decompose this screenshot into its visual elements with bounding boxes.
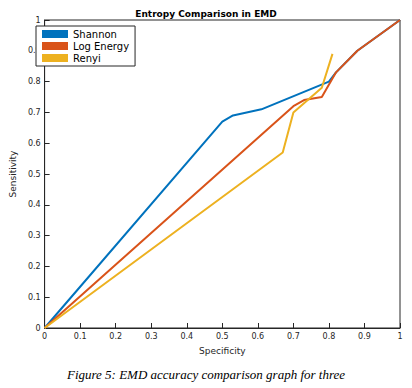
svg-text:0.5: 0.5 xyxy=(216,332,229,341)
svg-text:0.2: 0.2 xyxy=(109,332,122,341)
svg-text:0.4: 0.4 xyxy=(28,200,41,209)
svg-text:1: 1 xyxy=(36,16,41,25)
svg-text:0: 0 xyxy=(42,332,47,341)
svg-text:0.8: 0.8 xyxy=(323,332,336,341)
svg-text:0.5: 0.5 xyxy=(28,170,41,179)
svg-text:0.2: 0.2 xyxy=(28,262,41,271)
svg-text:0.1: 0.1 xyxy=(28,293,41,302)
svg-text:1: 1 xyxy=(397,332,402,341)
svg-text:0.6: 0.6 xyxy=(251,332,264,341)
svg-text:0.7: 0.7 xyxy=(287,332,300,341)
svg-text:Shannon: Shannon xyxy=(73,29,117,40)
svg-text:0.3: 0.3 xyxy=(28,231,41,240)
svg-text:0.8: 0.8 xyxy=(28,77,41,86)
svg-text:Log Energy: Log Energy xyxy=(73,41,129,52)
svg-text:Specificity: Specificity xyxy=(199,346,246,356)
svg-text:Figure 5: EMD accuracy compari: Figure 5: EMD accuracy comparison graph … xyxy=(66,367,345,382)
svg-text:0.1: 0.1 xyxy=(74,332,87,341)
svg-text:Renyi: Renyi xyxy=(73,53,101,64)
svg-text:0.9: 0.9 xyxy=(358,332,371,341)
svg-text:0.3: 0.3 xyxy=(145,332,158,341)
svg-text:Sensitivity: Sensitivity xyxy=(8,150,18,198)
svg-text:0.4: 0.4 xyxy=(180,332,193,341)
svg-text:0.6: 0.6 xyxy=(28,139,41,148)
svg-text:0.9: 0.9 xyxy=(27,46,41,56)
svg-text:0: 0 xyxy=(36,324,41,333)
svg-text:0.7: 0.7 xyxy=(28,108,41,117)
svg-text:Entropy Comparison in EMD: Entropy Comparison in EMD xyxy=(135,9,276,19)
